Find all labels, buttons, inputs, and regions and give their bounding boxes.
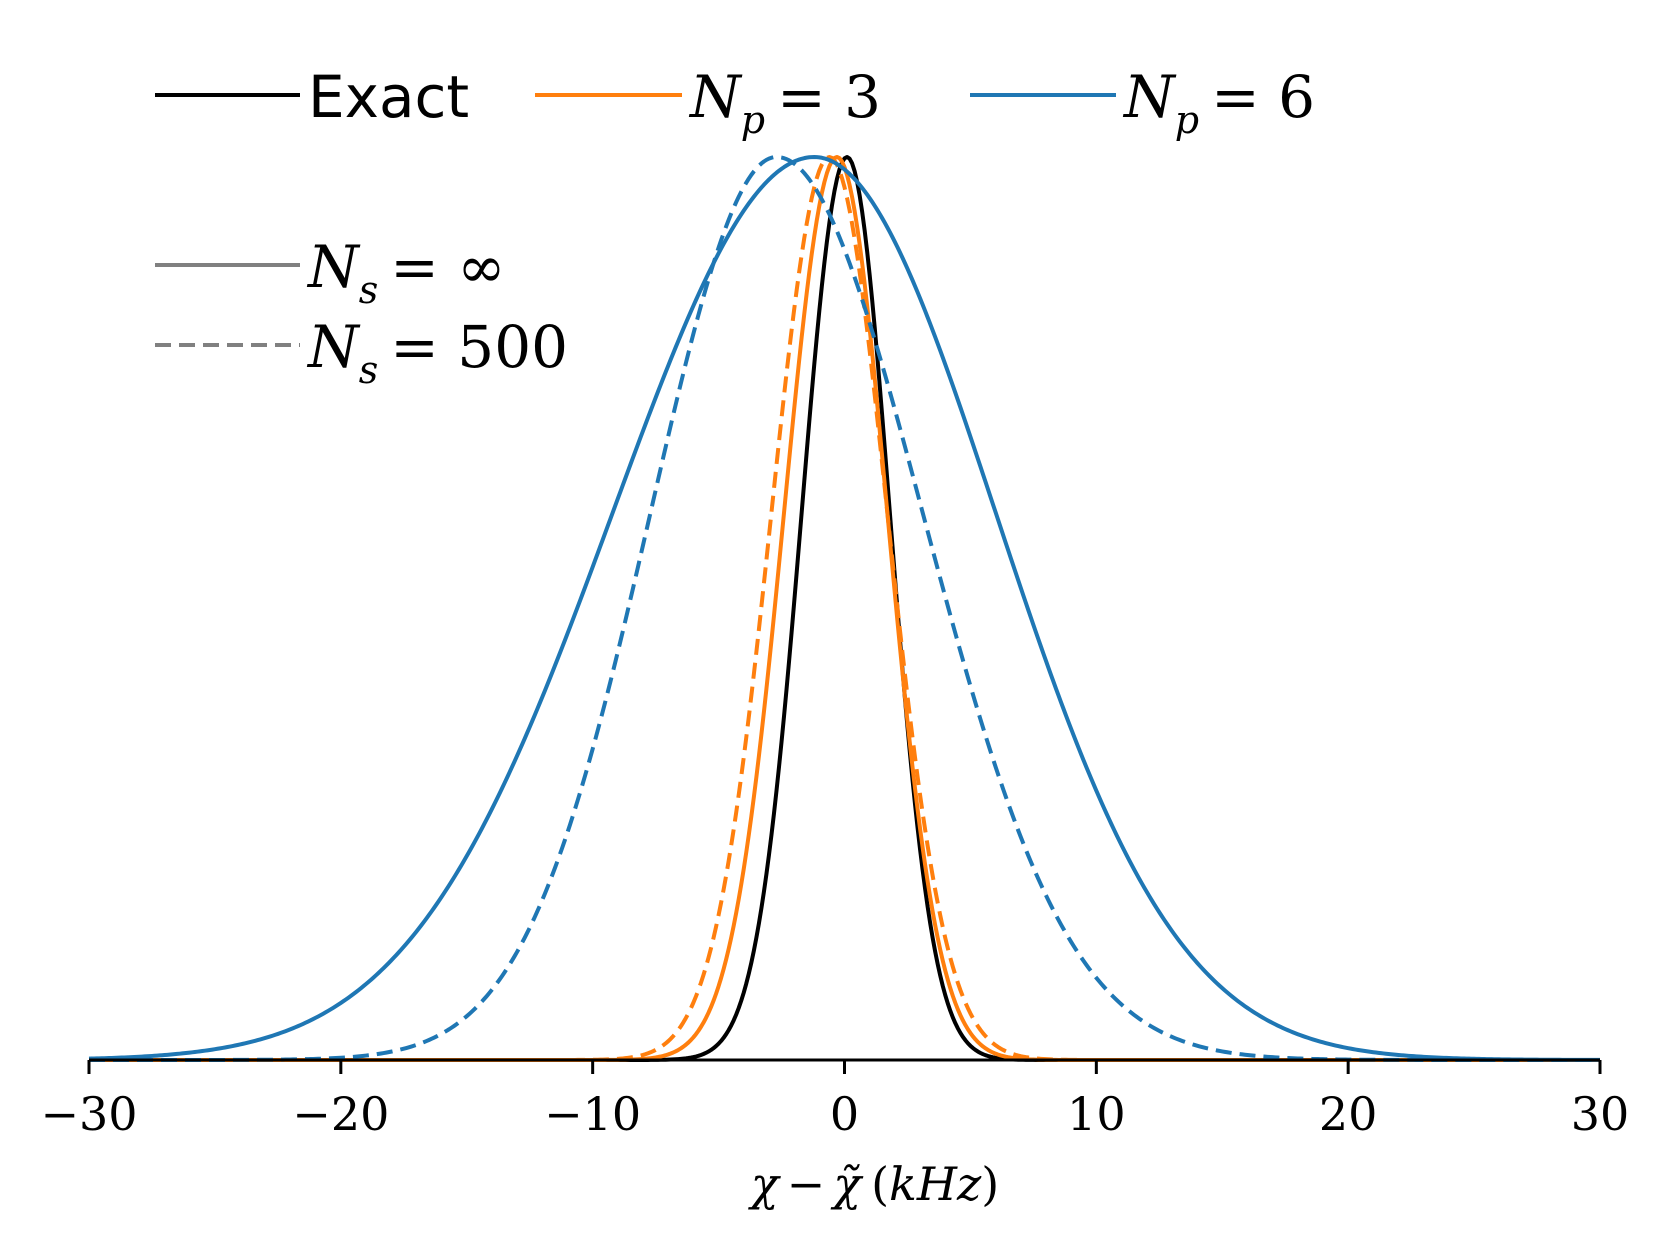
- x-tick-label: 0: [830, 1087, 859, 1141]
- x-tick-label: 10: [1067, 1087, 1126, 1141]
- x-tick-label: 30: [1571, 1087, 1630, 1141]
- x-axis-label: χ − χ̃ (kHz): [748, 1157, 999, 1211]
- x-tick-label: −30: [40, 1087, 137, 1141]
- legend-label-np6: Np = 6: [1122, 63, 1315, 142]
- x-tick-label: −10: [544, 1087, 641, 1141]
- legend-samples: Ns = ∞ Ns = 500: [155, 233, 568, 392]
- legend-label-ns-inf: Ns = ∞: [306, 233, 506, 312]
- legend-label-np3: Np = 3: [688, 63, 881, 142]
- legend-label-ns-500: Ns = 500: [306, 313, 568, 392]
- legend-item-np6: Np = 6: [970, 63, 1315, 142]
- x-axis-ticks: −30 −20 −10 0 10 20 30: [40, 1060, 1629, 1141]
- series-line-np6-inf: [88, 155, 1600, 1062]
- legend-item-np3: Np = 3: [535, 63, 881, 142]
- svg-text:χ−χ̃(kHz): χ − χ̃ (kHz): [748, 1157, 999, 1211]
- legend-item-ns-500: Ns = 500: [155, 313, 568, 392]
- legend-series: Exact Np = 3 Np = 6: [155, 63, 1315, 142]
- legend-item-exact: Exact: [155, 63, 469, 131]
- legend-label-exact: Exact: [308, 63, 469, 131]
- x-tick-label: −20: [292, 1087, 389, 1141]
- legend-item-ns-inf: Ns = ∞: [155, 233, 506, 312]
- x-tick-label: 20: [1319, 1087, 1378, 1141]
